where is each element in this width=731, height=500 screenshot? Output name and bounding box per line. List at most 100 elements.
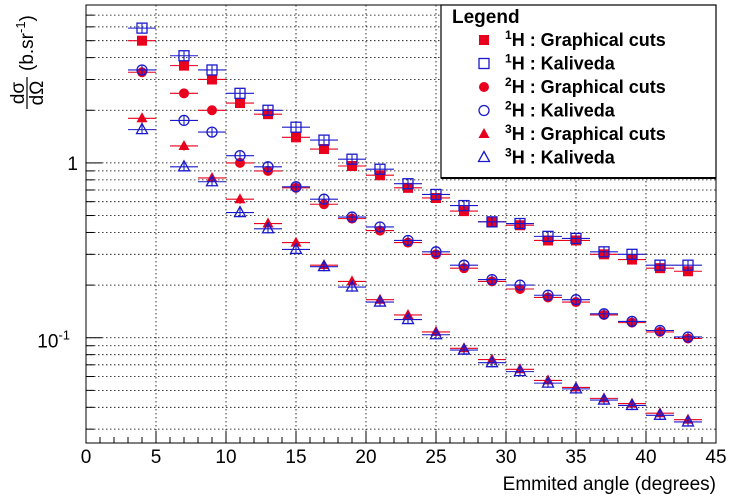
x-tick-label: 25 xyxy=(425,447,446,468)
legend-box xyxy=(440,4,717,179)
data-point xyxy=(534,375,562,388)
data-marker xyxy=(570,232,582,245)
series-layer xyxy=(128,22,702,427)
data-point xyxy=(478,355,506,368)
data-point xyxy=(422,327,450,340)
data-marker xyxy=(290,121,302,133)
series-3 xyxy=(128,64,702,343)
data-marker xyxy=(347,160,357,171)
x-tick-label: 20 xyxy=(355,447,376,468)
y-axis-title-unit: (b.sr-1) xyxy=(13,15,38,71)
data-marker xyxy=(136,22,148,34)
data-marker xyxy=(206,126,218,138)
data-point xyxy=(534,289,562,301)
data-point xyxy=(226,98,254,109)
data-point xyxy=(646,407,674,421)
data-marker xyxy=(681,414,695,427)
x-tick-label: 0 xyxy=(81,447,92,468)
legend-label-text: H : Graphical cuts xyxy=(512,124,666,144)
data-marker xyxy=(374,221,386,233)
data-marker xyxy=(262,104,274,116)
data-marker xyxy=(178,50,190,62)
data-marker xyxy=(235,98,245,109)
data-marker xyxy=(290,181,302,193)
legend-label: 3H : Graphical cuts xyxy=(505,122,666,144)
data-marker xyxy=(135,122,149,135)
legend-label-text: H : Graphical cuts xyxy=(512,30,666,50)
data-point xyxy=(310,193,338,205)
data-marker xyxy=(318,134,330,146)
data-point xyxy=(338,153,366,165)
data-marker xyxy=(570,294,582,306)
legend-isotope: 3 xyxy=(505,122,512,136)
data-marker xyxy=(205,174,219,187)
legend-label-text: H : Kaliveda xyxy=(512,54,616,74)
data-point xyxy=(450,259,478,271)
data-marker xyxy=(626,248,638,260)
data-marker xyxy=(653,407,667,420)
plot-frame xyxy=(85,4,717,444)
data-point xyxy=(450,342,478,355)
data-point xyxy=(198,105,226,116)
data-point xyxy=(226,150,254,162)
legend-title: Legend xyxy=(452,7,520,28)
data-marker xyxy=(177,159,191,172)
x-tick-label: 15 xyxy=(285,447,306,468)
data-point xyxy=(128,22,156,34)
series-5 xyxy=(128,122,702,427)
data-point xyxy=(394,234,422,247)
data-marker xyxy=(430,188,442,201)
data-point xyxy=(254,161,282,173)
y-tick-label-exponent: -1 xyxy=(58,328,70,343)
data-point xyxy=(366,163,394,175)
data-point xyxy=(226,205,254,218)
legend-label-text: H : Kaliveda xyxy=(512,148,616,168)
data-marker xyxy=(178,139,190,150)
data-point xyxy=(338,211,366,223)
data-point xyxy=(128,35,156,46)
legend-isotope: 3 xyxy=(505,146,512,160)
data-marker xyxy=(458,259,470,271)
data-marker xyxy=(346,153,358,165)
data-marker xyxy=(234,150,246,162)
data-point xyxy=(366,221,394,233)
data-marker xyxy=(598,246,610,258)
data-point xyxy=(170,139,198,151)
data-point xyxy=(562,294,590,306)
data-point xyxy=(534,230,562,243)
y-axis-unit-close: ) xyxy=(17,15,38,21)
data-marker xyxy=(654,324,666,337)
y-tick-label-base: 10 xyxy=(37,332,58,353)
x-tick-label: 10 xyxy=(215,447,236,468)
x-tick-label: 45 xyxy=(705,447,726,468)
data-point xyxy=(646,324,674,337)
data-marker xyxy=(179,88,189,99)
legend-label: 3H : Kaliveda xyxy=(505,146,616,168)
data-point xyxy=(506,364,534,377)
data-point xyxy=(198,174,226,187)
legend-label: 2H : Kaliveda xyxy=(505,99,616,121)
legend-marker xyxy=(479,82,489,92)
data-marker xyxy=(373,294,387,307)
data-marker xyxy=(429,327,443,340)
data-marker xyxy=(291,132,301,143)
legend-marker xyxy=(478,57,490,70)
legend-entry: 3H : Graphical cuts xyxy=(478,122,666,144)
data-point xyxy=(170,50,198,62)
data-marker xyxy=(514,217,526,230)
y-axis-title-numerator: dσ xyxy=(8,82,29,105)
data-point xyxy=(226,193,254,204)
data-marker xyxy=(136,64,148,76)
legend-label: 1H : Graphical cuts xyxy=(505,28,666,50)
data-point xyxy=(198,64,226,76)
data-marker xyxy=(233,205,247,218)
legend-isotope: 2 xyxy=(505,99,512,113)
data-point xyxy=(450,199,478,212)
data-point xyxy=(170,159,198,172)
data-point xyxy=(128,64,156,76)
data-marker xyxy=(290,236,302,247)
x-tick-label: 30 xyxy=(495,447,516,468)
data-marker xyxy=(402,178,414,190)
